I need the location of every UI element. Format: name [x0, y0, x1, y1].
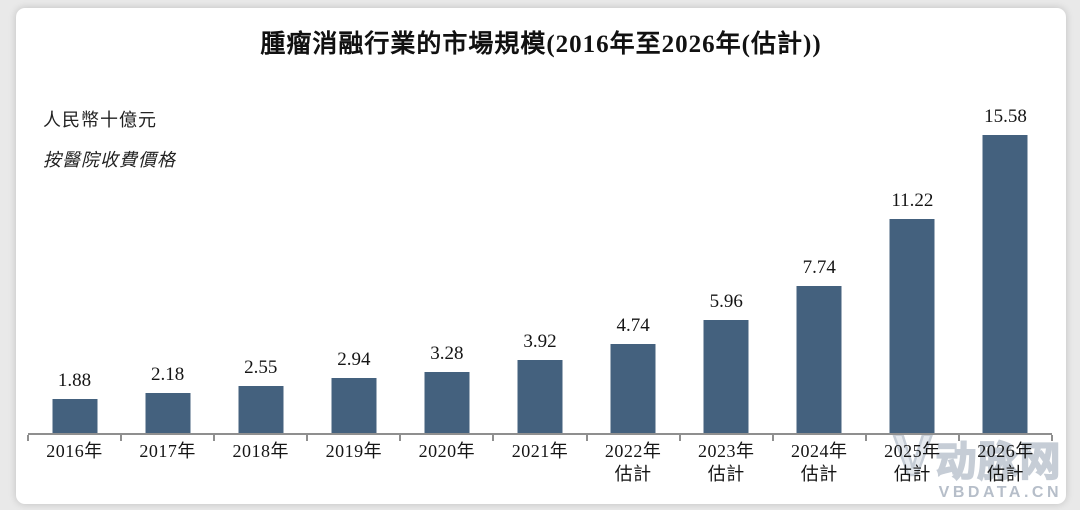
bar-value-label: 3.92: [523, 331, 557, 352]
x-axis: 2016年 2017年 2018年 2019年 2020年 2021年 2022年 估計 202…: [27, 433, 1053, 486]
bar: [889, 219, 935, 435]
x-axis-label-year: 2017年: [139, 441, 196, 461]
x-axis-label-year: 2020年: [418, 441, 476, 461]
bar-column: 3.28: [400, 106, 493, 435]
x-axis-label: 2019年: [307, 435, 400, 486]
bar-column: 4.74: [587, 106, 680, 435]
x-axis-label: 2016年: [28, 435, 121, 486]
x-axis-label: 2017年: [121, 435, 214, 486]
x-axis-label-estimate: 估計: [986, 464, 1024, 485]
bar-column: 5.96: [680, 106, 773, 435]
bar-column: 7.74: [773, 106, 866, 435]
x-axis-label: 2024年估計: [773, 435, 866, 486]
bar-value-label: 2.94: [337, 349, 371, 370]
x-axis-label: 2018年: [214, 435, 307, 486]
chart-unit-label: 人民幣十億元: [43, 110, 157, 130]
axis-tick: [492, 435, 495, 441]
x-axis-label-year: 2026年: [977, 441, 1034, 461]
bar-value-label: 1.88: [57, 370, 92, 391]
bar-column: 2.18: [121, 106, 214, 435]
axis-tick: [585, 435, 588, 441]
x-axis-label: 2021年: [493, 435, 586, 486]
x-axis-label-estimate: 估計: [893, 464, 931, 485]
axis-tick: [864, 435, 867, 441]
chart-title: 腫瘤消融行業的市場規模(2016年至2026年(估計)): [260, 31, 822, 58]
axis-tick: [957, 435, 960, 441]
x-axis-label-year: 2018年: [232, 441, 289, 461]
axis-tick: [399, 435, 402, 441]
axis-tick: [27, 435, 29, 441]
bar-value-label: 2.18: [151, 364, 185, 385]
bar: [796, 286, 842, 435]
x-axis-label-year: 2019年: [325, 441, 383, 461]
x-axis-label-year: 2024年: [791, 441, 848, 461]
bar-value-label: 15.58: [984, 106, 1027, 127]
chart-basis-label: 按醫院收費價格: [43, 150, 176, 170]
bar: [331, 378, 377, 435]
plot-area: 1.88 2.18 2.55 2.94 3.28 3.92 4.74 5.96 7.74 11.2…: [28, 106, 1052, 435]
x-axis-label-estimate: 估計: [707, 464, 745, 485]
x-axis-label: 2020年: [400, 435, 493, 486]
bar: [145, 393, 191, 435]
axis-tick: [120, 435, 123, 441]
bar: [424, 372, 470, 435]
x-axis-label-year: 2025年: [884, 441, 941, 461]
bar: [703, 320, 749, 435]
bar: [238, 386, 284, 435]
bar-column: 15.58: [959, 106, 1052, 435]
bar-column: 2.94: [307, 106, 400, 435]
bar-value-label: 11.22: [891, 190, 934, 211]
x-axis-label-estimate: 估計: [800, 464, 838, 485]
axis-tick: [678, 435, 681, 441]
bar-chart: 1.88 2.18 2.55 2.94 3.28 3.92 4.74 5.96 7.74 11.2…: [27, 106, 1053, 486]
bar: [610, 344, 656, 435]
bar-column: 11.22: [866, 106, 959, 435]
x-axis-label-year: 2016年: [46, 441, 103, 461]
bar-value-label: 7.74: [802, 257, 836, 278]
axis-tick: [213, 435, 216, 441]
bar-value-label: 2.55: [244, 357, 278, 378]
x-axis-label-year: 2023年: [697, 441, 755, 461]
x-axis-label: 2023年估計: [680, 435, 773, 486]
bar-value-label: 5.96: [709, 291, 743, 312]
bar: [52, 399, 98, 435]
x-axis-label: 2025年估計: [866, 435, 959, 486]
bar-column: 1.88: [28, 106, 121, 435]
bar: [517, 360, 563, 435]
bar-value-label: 4.74: [616, 315, 650, 336]
chart-card: 腫瘤消融行業的市場規模(2016年至2026年(估計)) 人民幣十億元 按醫院收…: [16, 8, 1066, 504]
bar-value-label: 3.28: [430, 343, 464, 364]
axis-tick: [306, 435, 309, 441]
x-axis-label: 2022年估計: [587, 435, 680, 486]
x-axis-label: 2026年估計: [959, 435, 1052, 486]
x-axis-label-year: 2022年: [604, 441, 662, 461]
x-axis-label-year: 2021年: [511, 441, 569, 461]
axis-tick: [771, 435, 774, 441]
bar-column: 3.92: [493, 106, 586, 435]
bar: [982, 135, 1028, 435]
x-axis-label-estimate: 估計: [614, 464, 652, 485]
axis-tick: [1051, 435, 1053, 441]
bar-column: 2.55: [214, 106, 307, 435]
